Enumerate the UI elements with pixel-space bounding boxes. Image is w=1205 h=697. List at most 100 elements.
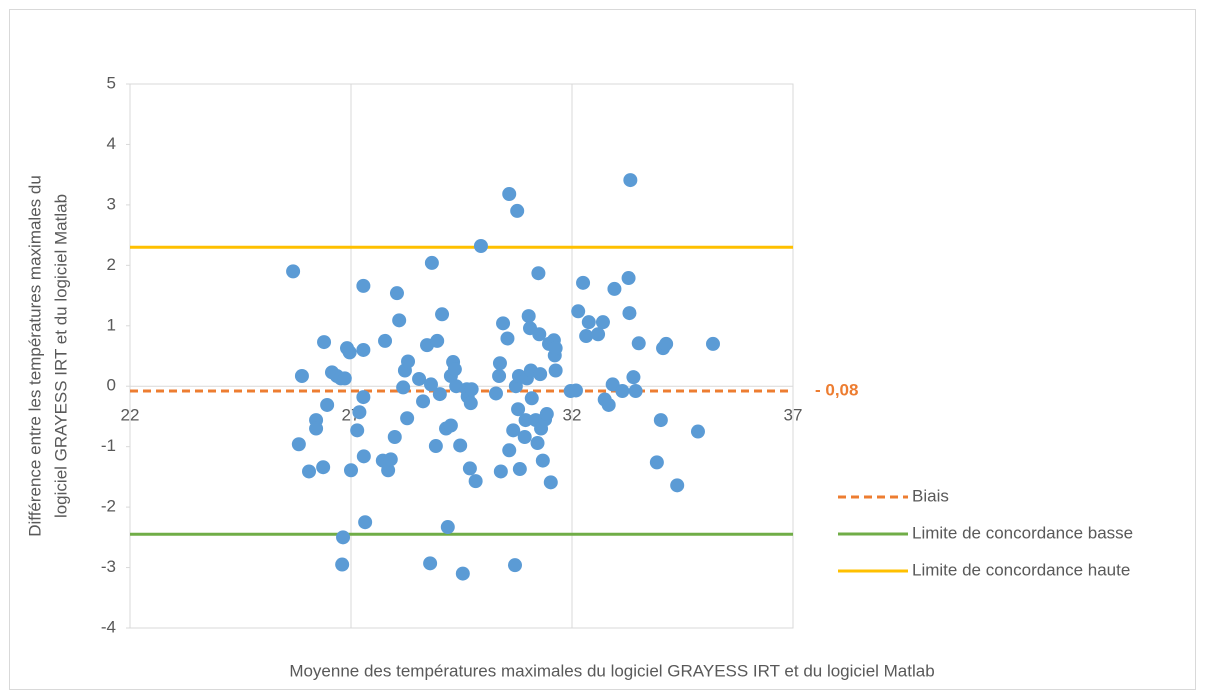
point	[337, 371, 352, 386]
point	[533, 367, 548, 382]
point	[358, 515, 373, 530]
point	[336, 530, 351, 545]
point	[416, 394, 431, 409]
point	[510, 203, 525, 218]
point	[506, 423, 521, 438]
point	[628, 384, 643, 399]
point	[335, 557, 350, 572]
point	[464, 382, 479, 397]
point	[517, 429, 532, 444]
point	[430, 333, 445, 348]
point	[468, 474, 483, 489]
point	[607, 281, 622, 296]
point	[631, 336, 646, 351]
point	[294, 368, 309, 383]
point	[532, 327, 547, 342]
point	[649, 455, 664, 470]
point	[443, 418, 458, 433]
point	[492, 356, 507, 371]
point	[670, 478, 685, 493]
point	[463, 396, 478, 411]
point	[400, 411, 415, 426]
point	[705, 336, 720, 351]
point	[423, 556, 438, 571]
point	[435, 307, 450, 322]
point	[595, 315, 610, 330]
point	[449, 379, 464, 394]
chart-border	[9, 9, 1196, 690]
point	[502, 187, 517, 202]
point	[316, 460, 331, 475]
point	[412, 371, 427, 386]
point	[591, 327, 606, 342]
point	[653, 413, 668, 428]
point	[626, 370, 641, 385]
point	[502, 443, 517, 458]
y-tick-label: 3	[107, 194, 116, 213]
point	[432, 387, 447, 402]
point	[530, 436, 545, 451]
point	[615, 384, 630, 399]
legend-label: Limite de concordance haute	[912, 560, 1130, 579]
point	[576, 275, 591, 290]
point	[387, 429, 402, 444]
point	[473, 238, 488, 253]
point	[488, 386, 503, 401]
point	[401, 354, 416, 369]
point	[396, 380, 411, 395]
x-tick-label: 22	[121, 406, 140, 425]
point	[521, 309, 536, 324]
y-tick-label: -3	[101, 557, 116, 576]
point	[623, 173, 638, 188]
point	[524, 391, 539, 406]
y-axis-label: logiciel GRAYESS IRT et du logiciel Matl…	[51, 194, 70, 518]
point	[579, 329, 594, 344]
point	[455, 566, 470, 581]
point	[622, 306, 637, 321]
point	[531, 266, 546, 281]
point	[317, 335, 332, 350]
point	[535, 453, 550, 468]
point	[453, 438, 468, 453]
point	[302, 464, 317, 479]
point	[356, 342, 371, 357]
data-label: - 0,08	[815, 381, 858, 400]
y-tick-label: 4	[107, 134, 116, 153]
point	[309, 421, 324, 436]
point	[424, 255, 439, 270]
point	[352, 405, 367, 420]
point	[320, 397, 335, 412]
point	[356, 449, 371, 464]
point	[462, 461, 477, 476]
point	[511, 402, 526, 417]
point	[659, 336, 674, 351]
y-tick-label: -4	[101, 617, 116, 636]
point	[356, 278, 371, 293]
point	[356, 390, 371, 405]
point	[286, 264, 301, 279]
point	[581, 315, 596, 330]
point	[383, 452, 398, 467]
y-tick-label: 5	[107, 73, 116, 92]
point	[428, 439, 443, 454]
y-tick-label: 2	[107, 255, 116, 274]
legend-label: Limite de concordance basse	[912, 523, 1133, 542]
x-tick-label: 37	[784, 406, 803, 425]
point	[350, 423, 365, 438]
x-axis-label: Moyenne des températures maximales du lo…	[289, 661, 934, 680]
point	[389, 286, 404, 301]
point	[440, 520, 455, 535]
point	[492, 368, 507, 383]
point	[548, 341, 563, 356]
point	[392, 313, 407, 328]
y-axis-label: Différence entre les températures maxima…	[25, 175, 44, 537]
point	[378, 333, 393, 348]
point	[291, 437, 306, 452]
point	[496, 316, 511, 331]
point	[690, 424, 705, 439]
point	[507, 558, 522, 573]
point	[424, 377, 439, 392]
y-tick-label: 0	[107, 376, 116, 395]
point	[447, 362, 462, 377]
y-tick-label: 1	[107, 315, 116, 334]
